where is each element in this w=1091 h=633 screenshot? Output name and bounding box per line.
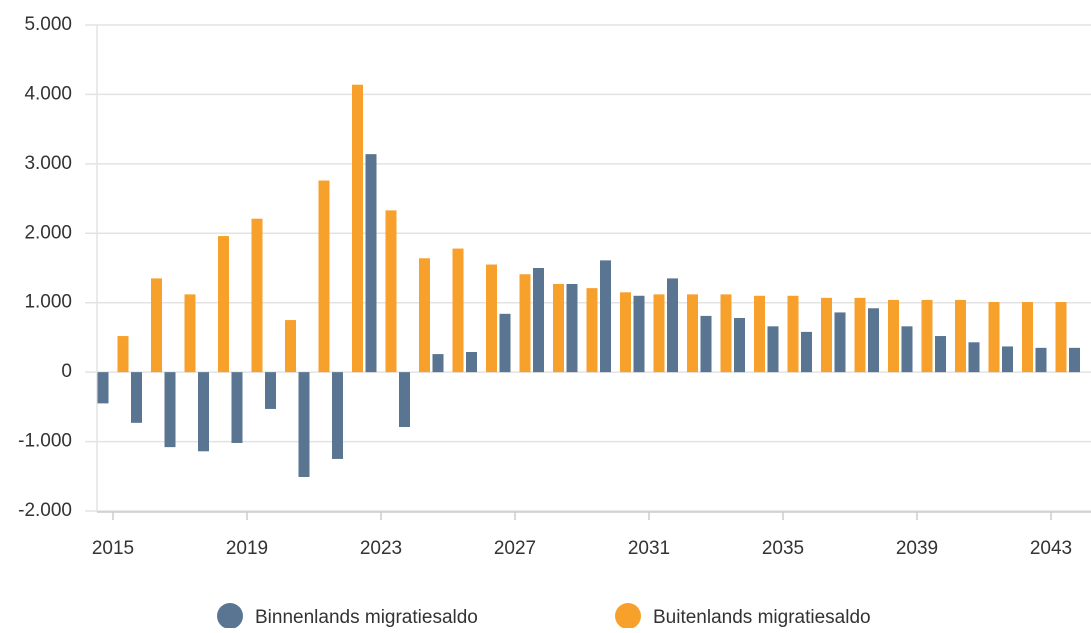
bar [633,295,645,373]
bar [251,218,263,373]
x-tick-label: 2019 [226,538,268,559]
bar [198,372,209,452]
bar [700,315,712,373]
bar [955,299,966,373]
bar [821,297,832,373]
bar [935,336,946,373]
bar [600,260,611,373]
bar [566,283,578,373]
bar [921,299,933,373]
bar [265,372,276,409]
bar [352,84,363,373]
bar [385,210,397,373]
x-tick-label: 2031 [628,538,670,559]
y-tick-label: 5.000 [24,14,72,35]
bar [1055,302,1067,373]
bar [553,283,564,373]
bar [466,352,477,373]
bar [452,248,464,373]
y-tick-label: 3.000 [24,153,72,174]
bar [734,317,745,373]
bar [687,294,698,373]
x-tick-label: 2043 [1030,538,1072,559]
x-tick-label: 2027 [494,538,536,559]
x-tick-label: 2023 [360,538,402,559]
bar [787,295,799,373]
bar [151,278,162,373]
y-tick-label: 4.000 [24,83,72,104]
bar [533,268,544,373]
bar [720,294,732,373]
bar [801,331,812,373]
y-tick-label: -2.000 [18,500,72,521]
bar [586,288,598,373]
bar [1069,347,1080,373]
bar [854,297,866,373]
bar [499,313,511,373]
bar [117,336,129,373]
x-tick-label: 2015 [92,538,134,559]
bar [218,236,229,373]
legend-marker [615,603,641,629]
bar [888,299,899,373]
bar [131,372,142,423]
bar [486,264,497,373]
bar [988,302,1000,373]
bar [868,308,879,373]
bar [653,294,665,373]
bar [1002,346,1013,373]
legend-marker [217,603,243,629]
bar [834,312,846,373]
x-tick-label: 2035 [762,538,804,559]
bar [97,372,109,404]
bar [285,320,296,373]
bar [164,372,176,448]
bar [332,372,343,459]
y-tick-label: -1.000 [18,431,72,452]
bar [667,278,678,373]
bar [231,372,243,443]
bar [767,326,779,373]
y-tick-label: 0 [61,361,72,382]
bar [968,342,980,373]
bar [365,154,377,373]
legend-label: Binnenlands migratiesaldo [255,607,478,628]
legend-label: Buitenlands migratiesaldo [653,607,871,628]
bar [620,292,631,373]
y-tick-label: 2.000 [24,222,72,243]
x-tick-label: 2039 [896,538,938,559]
bar [432,354,444,373]
bar [1035,347,1047,373]
bar [419,258,430,373]
bar [754,295,765,373]
bar [318,180,330,373]
y-tick-label: 1.000 [24,292,72,313]
bar [399,372,410,427]
bar [901,326,913,373]
bar [298,372,310,477]
bar [1022,302,1033,373]
bar [184,294,196,373]
bar [519,274,531,373]
